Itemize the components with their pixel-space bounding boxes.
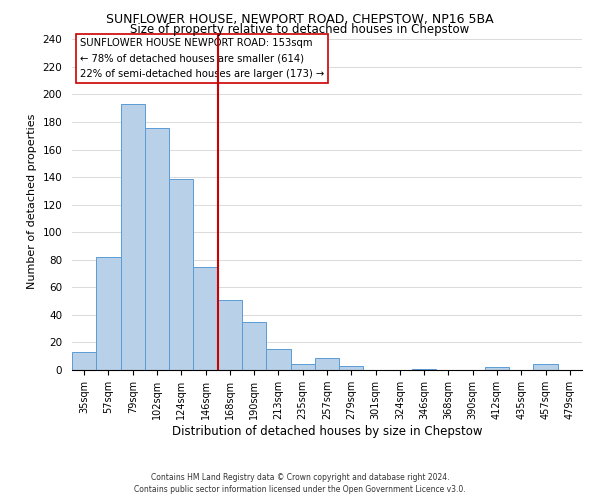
Bar <box>121 104 145 370</box>
Bar <box>218 300 242 370</box>
Bar <box>72 352 96 370</box>
Text: SUNFLOWER HOUSE NEWPORT ROAD: 153sqm
← 78% of detached houses are smaller (614)
: SUNFLOWER HOUSE NEWPORT ROAD: 153sqm ← 7… <box>80 38 324 79</box>
X-axis label: Distribution of detached houses by size in Chepstow: Distribution of detached houses by size … <box>172 425 482 438</box>
Text: Size of property relative to detached houses in Chepstow: Size of property relative to detached ho… <box>130 22 470 36</box>
Bar <box>533 364 558 370</box>
Bar <box>266 350 290 370</box>
Bar <box>193 266 218 370</box>
Y-axis label: Number of detached properties: Number of detached properties <box>27 114 37 289</box>
Bar <box>290 364 315 370</box>
Bar <box>412 368 436 370</box>
Text: SUNFLOWER HOUSE, NEWPORT ROAD, CHEPSTOW, NP16 5BA: SUNFLOWER HOUSE, NEWPORT ROAD, CHEPSTOW,… <box>106 12 494 26</box>
Bar <box>96 257 121 370</box>
Bar <box>339 366 364 370</box>
Bar <box>315 358 339 370</box>
Bar <box>169 178 193 370</box>
Text: Contains HM Land Registry data © Crown copyright and database right 2024.
Contai: Contains HM Land Registry data © Crown c… <box>134 472 466 494</box>
Bar <box>485 367 509 370</box>
Bar <box>242 322 266 370</box>
Bar <box>145 128 169 370</box>
